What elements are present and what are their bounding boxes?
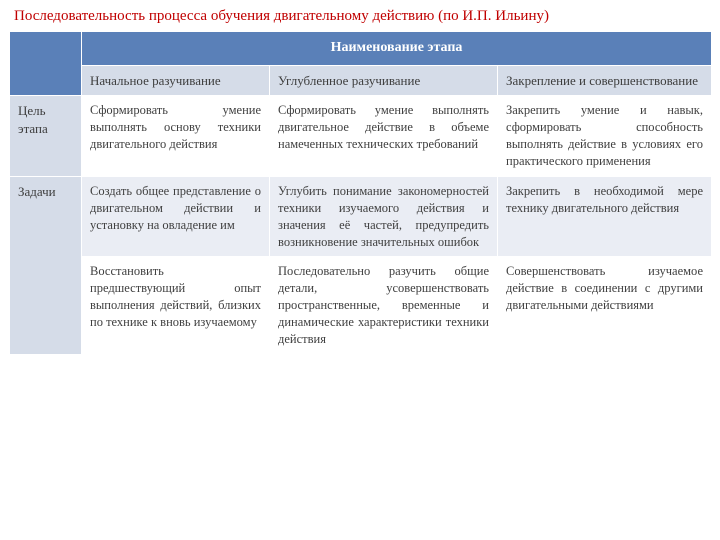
task1-c2: Углубить понимание закономерностей техни… [270,176,498,257]
goal-c1: Сформировать умение выполнять основу тех… [82,96,270,177]
goal-row: Цель этапа Сформировать умение выполнять… [10,96,712,177]
stage-2: Углубленное разучивание [270,65,498,96]
table-header-row: Наименование этапа [10,32,712,66]
goal-c3: Закрепить умение и навык, сформировать с… [498,96,712,177]
goal-label: Цель этапа [10,96,82,177]
stage-3: Закрепление и совершенствование [498,65,712,96]
stage-names-row: Начальное разучивание Углубленное разучи… [10,65,712,96]
corner-cell [10,32,82,96]
task2-row: Восстановить предшествующий опыт выполне… [10,257,712,354]
header-cell: Наименование этапа [82,32,712,66]
task1-c3: Закрепить в необходимой мере технику дви… [498,176,712,257]
page-title: Последовательность процесса обучения дви… [0,0,720,31]
task2-c2: Последовательно разучить общие детали, у… [270,257,498,354]
tasks-label: Задачи [10,176,82,354]
task2-c1: Восстановить предшествующий опыт выполне… [82,257,270,354]
goal-c2: Сформировать умение выполнять двигательн… [270,96,498,177]
stage-1: Начальное разучивание [82,65,270,96]
task2-c3: Совершенствовать изучаемое действие в со… [498,257,712,354]
task1-c1: Создать общее представление о двигательн… [82,176,270,257]
task1-row: Задачи Создать общее представление о дви… [10,176,712,257]
learning-stages-table: Наименование этапа Начальное разучивание… [9,31,712,355]
